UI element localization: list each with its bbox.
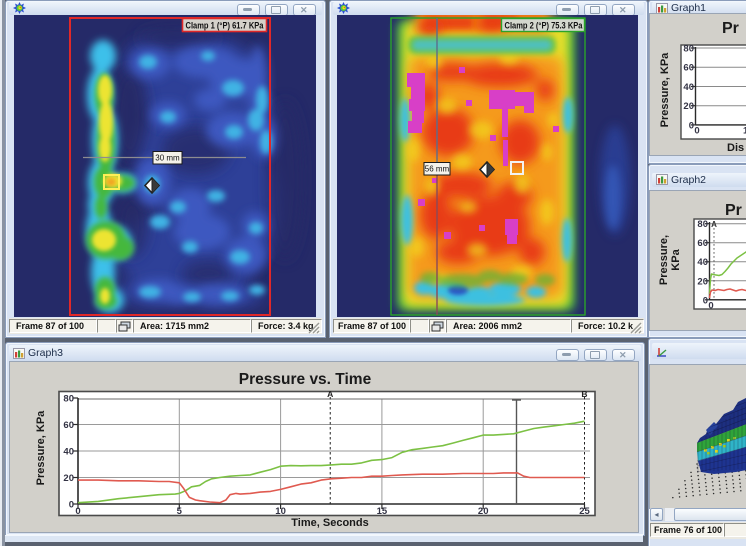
svg-text:B: B [581, 389, 587, 399]
svg-text:20: 20 [63, 473, 74, 484]
svg-text:1: 1 [743, 126, 746, 137]
svg-text:Clamp 2 (°P) 75.3 KPa: Clamp 2 (°P) 75.3 KPa [505, 21, 584, 31]
svg-text:80: 80 [697, 219, 708, 230]
svg-text:A: A [327, 389, 333, 399]
svg-text:0: 0 [69, 500, 74, 511]
svg-text:25: 25 [579, 506, 590, 517]
svg-text:Dis: Dis [727, 142, 744, 154]
svg-text:40: 40 [697, 257, 708, 268]
svg-text:Pr: Pr [725, 202, 742, 219]
svg-text:Pressure,: Pressure, [658, 235, 670, 285]
svg-text:5: 5 [177, 506, 183, 517]
svg-text:60: 60 [63, 420, 74, 431]
svg-text:0: 0 [689, 120, 694, 131]
svg-text:Pr: Pr [722, 20, 739, 37]
svg-text:0: 0 [694, 126, 699, 137]
svg-text:KPa: KPa [670, 248, 682, 270]
svg-text:20: 20 [683, 101, 694, 112]
svg-text:56 mm: 56 mm [425, 165, 450, 174]
svg-text:20: 20 [697, 276, 708, 287]
svg-text:Clamp 1 (°P) 61.7 KPa: Clamp 1 (°P) 61.7 KPa [186, 21, 265, 31]
svg-text:0: 0 [75, 506, 80, 517]
svg-text:Pressure, KPa: Pressure, KPa [35, 410, 47, 485]
svg-text:80: 80 [63, 394, 74, 405]
svg-text:0: 0 [708, 301, 713, 312]
svg-text:60: 60 [697, 238, 708, 249]
svg-text:A: A [711, 220, 717, 229]
svg-text:Pressure vs. Time: Pressure vs. Time [239, 371, 372, 388]
svg-text:40: 40 [63, 447, 74, 458]
svg-text:60: 60 [683, 63, 694, 74]
svg-text:40: 40 [683, 82, 694, 93]
svg-text:Pressure, KPa: Pressure, KPa [659, 52, 671, 127]
svg-text:80: 80 [683, 44, 694, 55]
svg-text:Time, Seconds: Time, Seconds [291, 517, 368, 529]
svg-text:10: 10 [275, 506, 286, 517]
svg-text:30 mm: 30 mm [155, 154, 180, 163]
svg-text:20: 20 [478, 506, 489, 517]
svg-text:15: 15 [377, 506, 388, 517]
svg-text:0: 0 [703, 295, 708, 306]
